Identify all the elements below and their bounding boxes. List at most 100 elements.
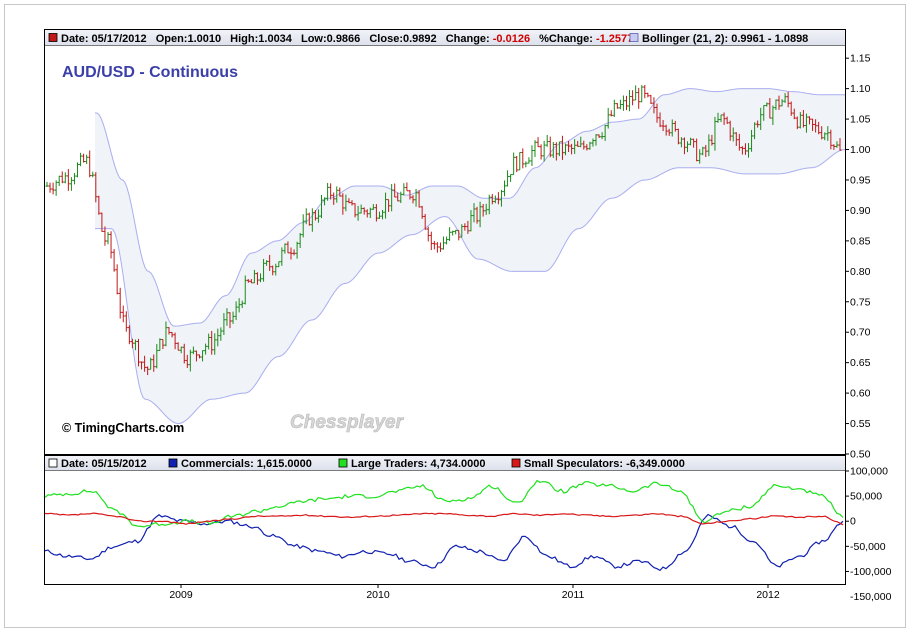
ohlc-bar [280,247,284,266]
ohlc-bar [332,192,336,205]
ohlc-bar [545,135,549,147]
ohlc-bar [231,311,235,324]
ohlc-bar [618,99,622,110]
ohlc-bar [503,180,506,197]
ohlc-bar [371,204,375,210]
ohlc-bar [66,169,70,191]
ohlc-bar [161,338,165,350]
ohlc-bar [368,207,372,218]
price-tick-label: 0.60 [850,388,871,400]
x-tick-label: 2010 [366,589,390,601]
ohlc-bar [597,134,601,138]
price-tick-label: 0.85 [850,235,871,247]
ohlc-bar [530,145,534,166]
copyright-label: © TimingCharts.com [62,421,184,435]
ohlc-bar [179,346,183,354]
cot-panel [44,455,846,585]
ohlc-bar [673,120,677,132]
ohlc-bar [188,349,192,372]
ohlc-bar [829,129,833,150]
ohlc-bar [817,121,821,135]
ohlc-bar [164,321,168,347]
ohlc-bar [54,180,58,196]
ohlc-bar [429,231,433,251]
ohlc-bar [719,114,723,123]
ohlc-bar [289,247,293,260]
ohlc-bar [475,206,479,224]
ohlc-bar [731,127,735,142]
ohlc-bar [124,311,128,332]
ohlc-bar [649,94,653,105]
ohlc-bar [686,141,689,153]
ohlc-bar [814,119,818,133]
ohlc-bar [725,116,729,124]
large-traders-line [45,479,844,528]
ohlc-bar [414,188,418,207]
ohlc-bar [326,182,330,201]
ohlc-bar [667,128,671,136]
ohlc-bar [771,105,775,125]
ohlc-bar [801,110,805,128]
ohlc-bar [753,122,757,140]
ohlc-bar [438,242,442,252]
ohlc-bar [393,183,397,198]
ohlc-bar [69,177,73,191]
ohlc-bar [374,204,378,222]
legend-low: Low:0.9866 [301,33,360,45]
ohlc-bar [539,144,543,160]
x-tick-label: 2011 [562,589,585,601]
ohlc-bar [448,227,452,242]
price-legend-bar [45,30,845,45]
ohlc-bar [542,140,546,162]
ohlc-bar [127,325,131,345]
ohlc-bar [682,137,686,155]
ohlc-bar [524,161,528,168]
ohlc-bar [811,118,815,131]
ohlc-bar [750,129,754,152]
ohlc-bar [426,226,430,242]
ohlc-bar [240,300,244,309]
legend-open: Open:1.0010 [156,33,221,45]
ohlc-bar [472,203,476,223]
close-swatch-icon [48,33,58,42]
ohlc-bar [118,287,122,319]
ohlc-bar [548,136,552,158]
ohlc-bar [402,183,406,196]
ohlc-bar [460,224,464,238]
ohlc-bar [335,186,339,203]
ohlc-bar [207,333,211,350]
price-tick-label: 1.15 [850,53,871,65]
ohlc-bar [219,327,223,341]
ohlc-bar [432,240,436,250]
legend-close: Close:0.9892 [369,33,436,45]
ohlc-bar [185,354,189,368]
ohlc-bar [509,174,513,182]
ohlc-bar [182,343,186,364]
ohlc-bar [423,214,427,230]
ohlc-bar [417,190,421,208]
ohlc-bar [478,201,482,228]
ohlc-bar [350,200,354,206]
ohlc-bar [167,327,171,335]
cot-legend-bar [45,456,845,470]
ohlc-bar [621,95,625,111]
ohlc-bar [405,182,409,192]
ohlc-bar [518,152,522,171]
ohlc-bar [695,138,699,162]
ohlc-bar [454,229,458,235]
price-tick-label: 1.00 [850,144,871,156]
commercials-swatch-icon [168,458,178,468]
ohlc-bar [292,249,296,256]
ohlc-bar [344,194,348,212]
ohlc-bar [347,198,351,204]
ohlc-bar [420,205,424,219]
ohlc-bar [262,258,266,282]
ohlc-bar [756,120,760,128]
ohlc-bar [85,154,89,165]
ohlc-bar [606,107,610,129]
ohlc-bar [640,85,644,103]
ohlc-bar [664,124,668,136]
ohlc-bar [786,91,790,108]
cot-legend-commercials: Commercials: 1,615.0000 [181,458,312,470]
